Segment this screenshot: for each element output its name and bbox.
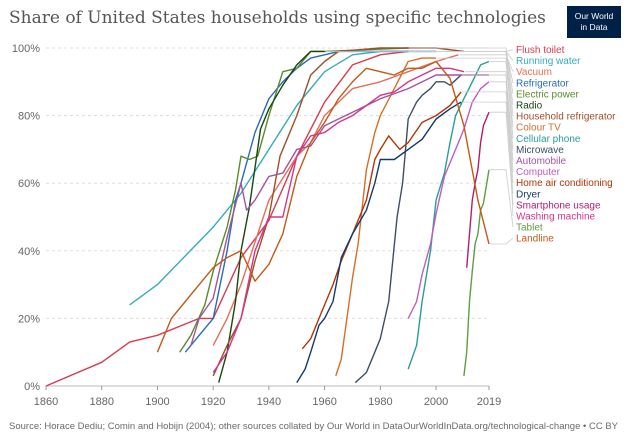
legend-connector-8 (490, 61, 514, 139)
legend-label-13: Dryer (516, 189, 541, 200)
y-tick-label: 60% (18, 178, 40, 190)
x-tick-label: 1980 (368, 396, 392, 408)
legend-label-12: Home air conditioning (516, 178, 613, 189)
legend-connector-11 (490, 81, 514, 172)
series-line-11 (407, 81, 490, 319)
series-line-2 (212, 54, 459, 346)
y-axis-ticks: 0% 20% 40% 60% 80% 100% (12, 43, 40, 393)
series-line-13 (296, 101, 462, 383)
x-tick-label: 1880 (89, 396, 113, 408)
legend-connector-15 (464, 71, 514, 217)
x-tick-label: 1900 (145, 396, 169, 408)
series-line-16 (463, 169, 490, 376)
grid-lines (46, 47, 489, 387)
legend-connector-3 (437, 51, 514, 83)
y-tick-label: 0% (24, 381, 40, 393)
legend-label-16: Tablet (516, 223, 543, 234)
x-tick-label: 1960 (312, 396, 336, 408)
x-axis-ticks: 1860 1880 1900 1920 1940 1960 1980 2000 2019 (34, 386, 501, 408)
owid-logo[interactable]: Our World in Data (567, 6, 621, 38)
series-line-14 (466, 111, 490, 268)
series-line-10 (190, 74, 489, 346)
legend-label-11: Computer (516, 167, 561, 178)
series-lines (45, 47, 490, 387)
y-tick-label: 40% (18, 246, 40, 258)
series-line-8 (407, 60, 490, 370)
x-tick-label: 2019 (477, 396, 501, 408)
chart-title: Share of United States households using … (9, 8, 546, 28)
series-line-9 (354, 74, 462, 384)
legend-label-8: Cellular phone (516, 134, 581, 145)
legend-label-10: Automobile (516, 156, 566, 167)
x-tick-label: 1920 (201, 396, 225, 408)
series-line-15 (212, 67, 465, 373)
legend-label-17: Landline (516, 234, 554, 245)
y-tick-label: 80% (18, 111, 40, 123)
legend-label-5: Radio (516, 101, 543, 112)
series-line-0 (45, 50, 409, 387)
y-tick-label: 100% (12, 43, 40, 55)
legend-label-2: Vacuum (516, 67, 552, 78)
legend-connector-4 (409, 47, 514, 94)
series-line-3 (184, 50, 437, 353)
legend-label-1: Running water (516, 56, 581, 67)
legend-label-3: Refrigerator (516, 78, 569, 89)
legend-connector-12 (462, 91, 514, 183)
logo-line-1: Our World (574, 11, 614, 21)
series-line-7 (335, 57, 437, 377)
legend-label-6: Household refrigerator (516, 112, 616, 123)
legend-connector-6 (464, 51, 514, 117)
series-line-1 (129, 50, 409, 306)
legend-label-9: Microwave (516, 145, 564, 156)
series-line-5 (218, 50, 325, 383)
legend-connector-7 (437, 57, 514, 128)
series-line-17 (156, 60, 490, 353)
series-line-12 (301, 91, 462, 350)
legend-label-7: Colour TV (516, 123, 561, 134)
legend-label-4: Electric power (516, 89, 579, 100)
legend-label-15: Washing machine (516, 212, 596, 223)
legend-label-0: Flush toilet (516, 45, 565, 56)
logo-line-2: in Data (580, 21, 608, 32)
legend-connector-1 (409, 51, 514, 61)
series-line-6 (212, 47, 464, 377)
legend-label-14: Smartphone usage (516, 200, 601, 211)
x-tick-label: 1860 (34, 396, 58, 408)
legend-connector-16 (490, 169, 514, 228)
series-line-4 (179, 47, 409, 353)
source-note: Source: Horace Dediu; Comin and Hobijn (… (9, 421, 403, 432)
source-url[interactable]: OurWorldInData.org/technological-change … (403, 421, 618, 432)
x-tick-label: 1940 (257, 396, 281, 408)
x-tick-label: 2000 (424, 396, 448, 408)
y-tick-label: 20% (18, 313, 40, 325)
legend-connector-17 (490, 237, 514, 245)
